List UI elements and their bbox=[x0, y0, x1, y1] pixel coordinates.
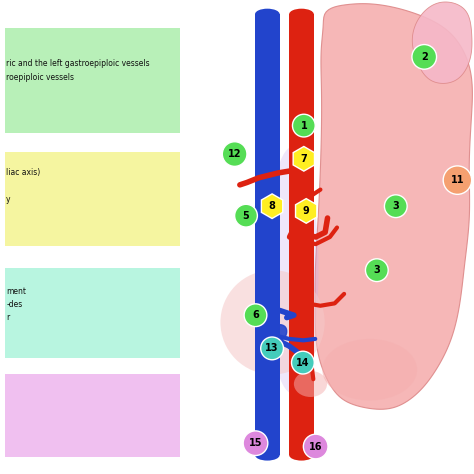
Circle shape bbox=[292, 351, 314, 374]
Polygon shape bbox=[269, 325, 287, 342]
Text: -des: -des bbox=[6, 300, 22, 309]
Circle shape bbox=[384, 195, 407, 218]
Text: y: y bbox=[6, 195, 10, 204]
Circle shape bbox=[261, 337, 283, 360]
Polygon shape bbox=[255, 14, 280, 455]
Text: liac axis): liac axis) bbox=[6, 168, 40, 177]
Text: 5: 5 bbox=[243, 210, 249, 221]
Text: 14: 14 bbox=[296, 357, 310, 368]
Polygon shape bbox=[293, 146, 315, 171]
FancyBboxPatch shape bbox=[5, 374, 180, 457]
Polygon shape bbox=[295, 199, 317, 223]
Text: 11: 11 bbox=[451, 175, 464, 185]
Circle shape bbox=[292, 114, 315, 137]
FancyBboxPatch shape bbox=[5, 268, 180, 358]
Text: 1: 1 bbox=[301, 120, 307, 131]
Text: r: r bbox=[6, 313, 9, 322]
Text: 16: 16 bbox=[309, 441, 322, 452]
Ellipse shape bbox=[289, 449, 314, 461]
Circle shape bbox=[222, 142, 247, 166]
Text: ric and the left gastroepiploic vessels: ric and the left gastroepiploic vessels bbox=[6, 59, 150, 68]
Text: 2: 2 bbox=[421, 52, 428, 62]
FancyBboxPatch shape bbox=[5, 28, 180, 133]
Circle shape bbox=[220, 270, 325, 374]
Text: 3: 3 bbox=[392, 201, 399, 211]
Ellipse shape bbox=[255, 9, 280, 20]
FancyBboxPatch shape bbox=[5, 152, 180, 246]
Text: ment: ment bbox=[6, 287, 26, 296]
Ellipse shape bbox=[289, 9, 314, 20]
Polygon shape bbox=[315, 4, 473, 409]
Circle shape bbox=[365, 259, 388, 282]
Text: 6: 6 bbox=[252, 310, 259, 320]
Ellipse shape bbox=[294, 371, 327, 397]
Text: 12: 12 bbox=[228, 149, 241, 159]
Circle shape bbox=[243, 431, 268, 456]
Circle shape bbox=[235, 204, 257, 227]
Circle shape bbox=[443, 166, 472, 194]
Text: 3: 3 bbox=[374, 265, 380, 275]
Ellipse shape bbox=[266, 147, 319, 393]
Polygon shape bbox=[261, 194, 283, 219]
Polygon shape bbox=[289, 14, 314, 455]
Text: 15: 15 bbox=[249, 438, 262, 448]
Circle shape bbox=[412, 45, 437, 69]
Circle shape bbox=[244, 304, 267, 327]
Polygon shape bbox=[412, 2, 472, 83]
Ellipse shape bbox=[322, 339, 417, 401]
Text: 8: 8 bbox=[269, 201, 275, 211]
Text: roepiploic vessels: roepiploic vessels bbox=[6, 73, 74, 82]
Text: 13: 13 bbox=[265, 343, 279, 354]
Text: 9: 9 bbox=[303, 206, 310, 216]
Circle shape bbox=[303, 434, 328, 459]
Text: 7: 7 bbox=[301, 154, 307, 164]
Ellipse shape bbox=[255, 449, 280, 461]
